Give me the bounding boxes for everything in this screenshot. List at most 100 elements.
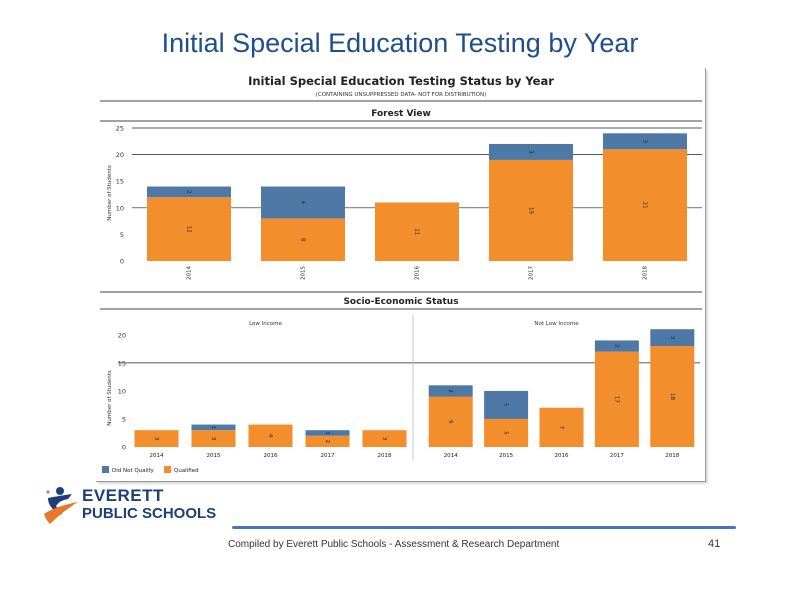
y-tick-label: 15 <box>116 178 124 186</box>
bar-segment <box>539 407 584 447</box>
data-label: 3 <box>381 437 387 441</box>
data-label: 3 <box>528 150 534 154</box>
legend-swatch <box>164 466 171 473</box>
data-label: 11 <box>414 228 420 235</box>
bar-segment <box>191 430 236 447</box>
x-tick-label: 2017 <box>321 453 335 459</box>
page-number: 41 <box>708 538 721 550</box>
chart-subtitle: (CONTAINING UNSUPPRESSED DATA- NOT FOR D… <box>316 92 487 98</box>
forest-view-y-axis-label: Number of Students <box>107 165 113 221</box>
x-tick-label: 2018 <box>643 266 649 280</box>
data-label: 1 <box>324 431 330 435</box>
district-logo: EVERETT PUBLIC SCHOOLS <box>42 484 242 528</box>
footer-text: Compiled by Everett Public Schools - Ass… <box>228 539 560 550</box>
x-tick-label: 2017 <box>529 266 535 280</box>
data-label: 3 <box>669 336 675 340</box>
data-label: 9 <box>447 420 453 424</box>
legend-swatch <box>102 466 109 473</box>
data-label: 8 <box>300 238 306 242</box>
y-tick-label: 10 <box>116 204 124 212</box>
forest-view-panel-title: Forest View <box>371 109 431 119</box>
bar-segment <box>650 346 695 447</box>
bar-segment <box>594 340 639 352</box>
bar-segment <box>261 218 345 261</box>
bar-segment <box>594 351 639 447</box>
y-tick-label: 15 <box>118 359 126 367</box>
bar-segment <box>484 418 529 447</box>
y-tick-label: 5 <box>120 231 124 239</box>
bar-segment <box>603 133 687 150</box>
y-tick-label: 20 <box>118 331 126 339</box>
data-label: 6 <box>300 201 306 205</box>
x-tick-label: 2018 <box>665 453 679 459</box>
x-tick-label: 2015 <box>301 266 307 280</box>
data-label: 2 <box>186 190 192 194</box>
chart-title: Initial Special Education Testing Status… <box>248 74 554 88</box>
data-label: 3 <box>642 140 648 144</box>
bar-segment <box>305 430 350 436</box>
bar-segment <box>489 159 573 261</box>
x-tick-label: 2015 <box>499 453 513 459</box>
chart-svg: Initial Special Education Testing Status… <box>100 74 702 474</box>
bar-segment <box>147 186 231 198</box>
group-header: Low Income <box>249 321 282 327</box>
y-tick-label: 5 <box>122 415 126 423</box>
data-label: 19 <box>528 207 534 214</box>
socio-economic-panel-title: Socio-Economic Status <box>343 297 458 307</box>
x-tick-label: 2014 <box>444 453 458 459</box>
y-tick-label: 0 <box>120 258 124 266</box>
logo-text-public-schools: PUBLIC SCHOOLS <box>82 505 217 522</box>
data-label: 12 <box>186 226 192 233</box>
socio-economic-chart: 0 5 10 15 20 Low Income 3 2014 3 1 2015 4 2016 2 1 2017… <box>118 315 700 460</box>
data-label: 2 <box>447 389 453 393</box>
data-label: 5 <box>503 431 509 435</box>
y-tick-label: 0 <box>122 444 126 452</box>
bar-segment <box>134 430 179 447</box>
bar-segment <box>375 202 459 261</box>
bar-segment <box>248 424 293 447</box>
data-label: 2 <box>324 440 330 444</box>
bar-segment <box>147 197 231 261</box>
data-label: 18 <box>669 393 675 400</box>
data-label: 4 <box>267 434 273 438</box>
bar-segment <box>191 424 236 431</box>
data-label: 3 <box>153 437 159 441</box>
group-header: Not Low Income <box>534 321 579 327</box>
footer-bar <box>232 526 736 529</box>
legend-label: Did Not Qualify <box>112 468 154 474</box>
bar-segment <box>428 396 473 447</box>
x-tick-label: 2016 <box>555 453 569 459</box>
x-tick-label: 2014 <box>187 266 193 280</box>
bar-segment <box>489 143 573 160</box>
data-label: 7 <box>558 426 564 430</box>
bar-segment <box>362 430 407 447</box>
data-label: 3 <box>210 437 216 441</box>
data-label: 21 <box>642 202 648 209</box>
x-tick-label: 2016 <box>264 453 278 459</box>
y-tick-label: 10 <box>118 387 126 395</box>
x-tick-label: 2015 <box>207 453 221 459</box>
forest-view-chart: 0 5 10 15 20 25 12 2 2014 8 6 2015 11 2016 19 3 2017 21 3 2… <box>116 125 702 280</box>
logo-text-everett: EVERETT <box>82 486 164 505</box>
data-label: 17 <box>613 396 619 403</box>
chart-frame: Initial Special Education Testing Status… <box>96 68 706 482</box>
data-label: 1 <box>210 426 216 430</box>
x-tick-label: 2018 <box>378 453 392 459</box>
bar-segment <box>603 149 687 261</box>
bar-segment <box>305 435 350 447</box>
x-tick-label: 2014 <box>150 453 164 459</box>
legend-label: Qualified <box>174 468 199 474</box>
bar-segment <box>484 390 529 419</box>
x-tick-label: 2017 <box>610 453 624 459</box>
bar-segment <box>650 329 695 347</box>
x-tick-label: 2016 <box>415 266 421 280</box>
swoosh-figure-icon <box>44 487 78 524</box>
data-label: 5 <box>503 403 509 407</box>
socio-economic-y-axis-label: Number of Students <box>107 370 113 426</box>
bar-segment <box>261 186 345 219</box>
slide-title: Initial Special Education Testing by Yea… <box>161 28 639 58</box>
y-tick-label: 25 <box>116 125 124 133</box>
y-tick-label: 20 <box>116 151 124 159</box>
legend: Did Not Qualify Qualified <box>102 466 199 474</box>
data-label: 2 <box>613 344 619 348</box>
